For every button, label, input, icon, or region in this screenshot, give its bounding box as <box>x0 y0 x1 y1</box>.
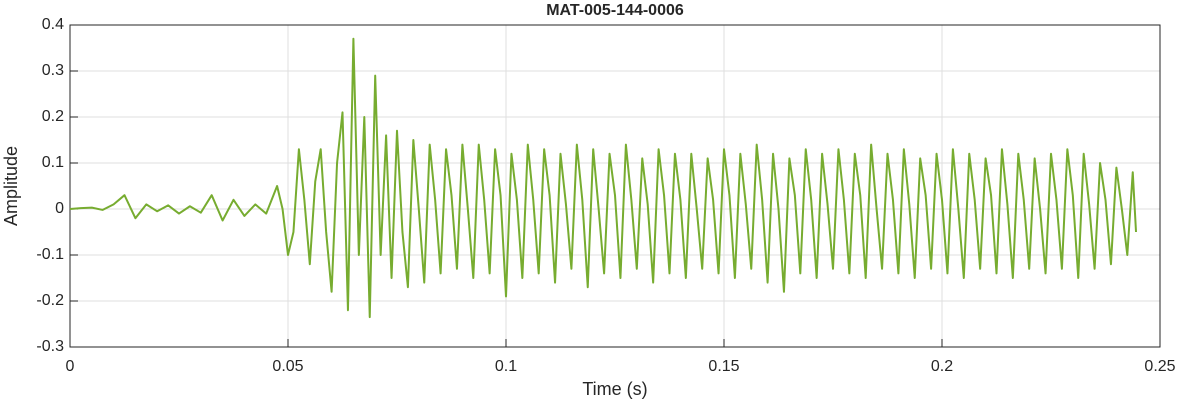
y-tick-label: -0.2 <box>36 292 64 309</box>
chart-title: MAT-005-144-0006 <box>546 2 684 19</box>
x-tick-label: 0.15 <box>708 358 739 375</box>
y-tick-label: 0.3 <box>42 62 64 79</box>
x-tick-label: 0 <box>66 358 75 375</box>
y-tick-label: 0.4 <box>42 16 64 33</box>
x-tick-label: 0.1 <box>495 358 517 375</box>
y-tick-label: 0.2 <box>42 108 64 125</box>
waveform-line <box>69 37 1138 319</box>
y-tick-label: 0 <box>55 200 64 217</box>
y-tick-label: -0.3 <box>36 338 64 355</box>
y-axis-label: Amplitude <box>1 146 21 226</box>
x-tick-label: 0.25 <box>1144 358 1175 375</box>
x-tick-label: 0.05 <box>272 358 303 375</box>
plot-frame <box>69 24 1161 348</box>
x-tick-label: 0.2 <box>931 358 953 375</box>
y-tick-label: -0.1 <box>36 246 64 263</box>
x-axis-label: Time (s) <box>582 379 647 399</box>
y-tick-label: 0.1 <box>42 154 64 171</box>
